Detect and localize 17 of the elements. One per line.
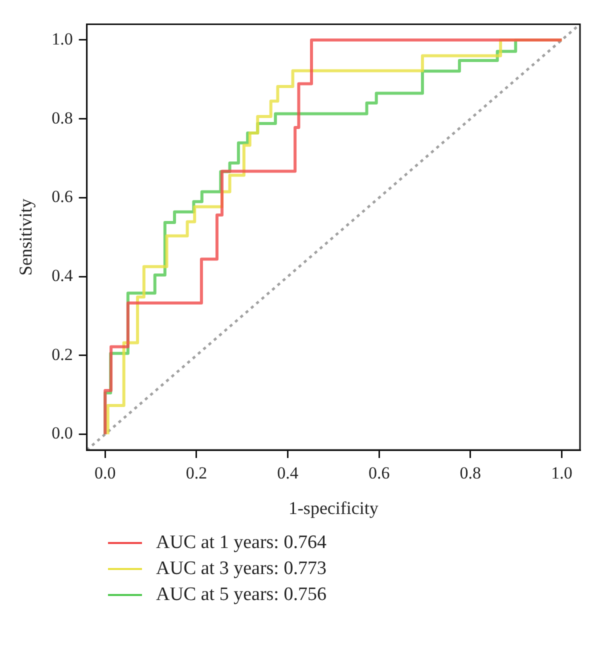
y-tick-label: 0.8 [52, 108, 73, 128]
y-tick-label: 0.0 [52, 424, 73, 443]
legend-label: AUC at 1 years: 0.764 [156, 532, 326, 554]
x-tick-label: 0.2 [186, 464, 208, 483]
x-tick-label: 1.0 [551, 464, 572, 483]
legend-label: AUC at 3 years: 0.773 [156, 558, 326, 580]
y-tick-label: 1.0 [52, 29, 73, 48]
x-tick-label: 0.6 [368, 464, 390, 483]
y-tick-label: 0.6 [52, 187, 73, 206]
x-tick-label: 0.8 [460, 464, 482, 483]
y-axis-title: Sensitivity [16, 198, 36, 276]
y-tick-label: 0.4 [52, 266, 74, 285]
y-tick-label: 0.2 [52, 344, 73, 364]
x-tick-label: 0.4 [277, 464, 299, 483]
legend-label: AUC at 5 years: 0.756 [156, 584, 326, 606]
x-axis-title: 1-specificity [288, 498, 378, 518]
x-tick-label: 0.0 [94, 464, 116, 483]
